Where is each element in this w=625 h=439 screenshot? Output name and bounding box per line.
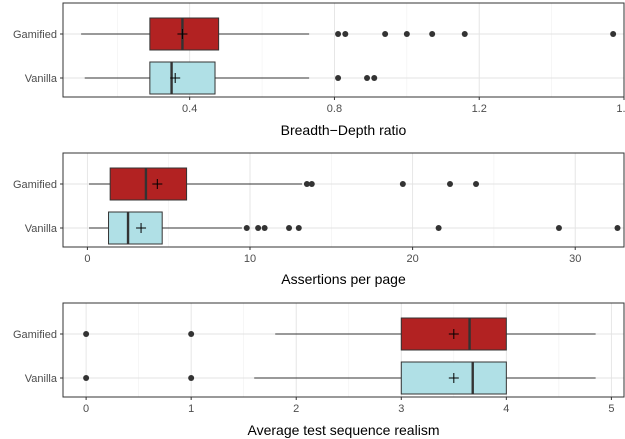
outlier-point: [255, 225, 262, 231]
outlier-point: [243, 225, 250, 231]
outlier-point: [188, 331, 195, 337]
outlier-point: [555, 225, 562, 231]
outlier-point: [435, 225, 442, 231]
x-tick-label: 0: [84, 253, 90, 265]
outlier-point: [473, 181, 480, 187]
box-vanilla: [149, 61, 216, 95]
x-tick-label: 20: [406, 253, 418, 265]
panel-border: [62, 302, 625, 398]
box-vanilla: [108, 211, 163, 245]
outlier-point: [295, 225, 302, 231]
category-label: Vanilla: [25, 373, 58, 385]
outlier-point: [335, 31, 342, 37]
x-tick-label: 30: [569, 253, 581, 265]
x-tick-label: 0.8: [327, 103, 342, 115]
x-tick-label: 5: [608, 403, 614, 415]
outlier-point: [382, 31, 389, 37]
x-axis-title: Breadth−Depth ratio: [281, 122, 407, 138]
outlier-point: [303, 181, 310, 187]
outlier-point: [371, 75, 378, 81]
x-tick-label: 10: [244, 253, 256, 265]
panel-border: [62, 152, 625, 248]
x-axis-title: Average test sequence realism: [248, 422, 440, 438]
outlier-point: [83, 331, 90, 337]
x-tick-label: 0: [83, 403, 89, 415]
outlier-point: [308, 181, 315, 187]
x-tick-label: 1.6: [616, 103, 625, 115]
outlier-point: [447, 181, 454, 187]
x-tick-label: 1: [188, 403, 194, 415]
category-label: Gamified: [13, 179, 57, 191]
outlier-point: [188, 375, 195, 381]
outlier-point: [399, 181, 406, 187]
category-label: Gamified: [13, 29, 57, 41]
x-tick-label: 3: [398, 403, 404, 415]
box-gamified: [109, 167, 188, 201]
outlier-point: [83, 375, 90, 381]
outlier-point: [261, 225, 268, 231]
category-label: Gamified: [13, 329, 57, 341]
x-tick-label: 1.2: [472, 103, 487, 115]
x-tick-label: 4: [503, 403, 509, 415]
x-tick-label: 0.4: [182, 103, 197, 115]
outlier-point: [461, 31, 468, 37]
x-tick-label: 2: [293, 403, 299, 415]
outlier-point: [335, 75, 342, 81]
panel-background: [63, 3, 624, 97]
outlier-point: [429, 31, 436, 37]
outlier-point: [364, 75, 371, 81]
panel-background: [63, 303, 624, 397]
category-label: Vanilla: [25, 223, 58, 235]
outlier-point: [614, 225, 621, 231]
outlier-point: [610, 31, 617, 37]
outlier-point: [342, 31, 349, 37]
category-label: Vanilla: [25, 73, 58, 85]
outlier-point: [403, 31, 410, 37]
panel-border: [62, 2, 625, 98]
outlier-point: [286, 225, 293, 231]
x-axis-title: Assertions per page: [281, 271, 406, 287]
